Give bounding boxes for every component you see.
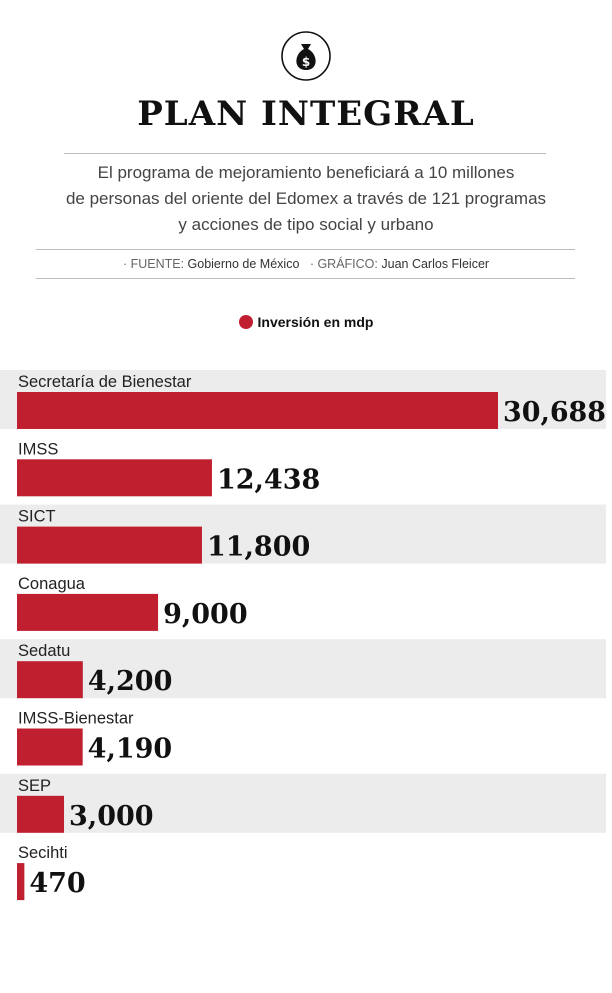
data-label: 12,438 bbox=[217, 464, 320, 495]
category-label: SEP bbox=[18, 777, 51, 795]
svg-text:$: $ bbox=[302, 55, 310, 69]
bar bbox=[17, 863, 25, 901]
divider bbox=[36, 249, 575, 250]
description-line: y acciones de tipo social y urbano bbox=[178, 215, 434, 234]
category-label: Sedatu bbox=[18, 642, 70, 660]
chart-legend: Inversión en mdp bbox=[0, 314, 612, 330]
divider bbox=[64, 153, 546, 154]
data-label: 30,688 bbox=[503, 397, 606, 428]
row-band bbox=[0, 639, 606, 699]
legend-label: Inversión en mdp bbox=[257, 314, 374, 330]
data-label: 3,000 bbox=[69, 801, 154, 832]
legend-swatch bbox=[238, 315, 253, 329]
page-title: PLAN INTEGRAL bbox=[137, 94, 475, 134]
bar bbox=[17, 459, 212, 497]
category-label: Secretaría de Bienestar bbox=[18, 373, 192, 391]
money-bag-icon: $ bbox=[281, 31, 331, 81]
graphic-label: · GRÁFICO: bbox=[309, 257, 378, 271]
data-label: 9,000 bbox=[163, 599, 248, 630]
category-label: IMSS bbox=[18, 440, 58, 458]
category-label: Conagua bbox=[18, 575, 86, 593]
row-band bbox=[0, 841, 606, 901]
divider bbox=[36, 278, 575, 279]
bar bbox=[17, 661, 83, 699]
data-label: 4,190 bbox=[88, 734, 173, 765]
description-line: El programa de mejoramiento beneficiará … bbox=[97, 163, 515, 182]
credits: · FUENTE: Gobierno de México · GRÁFICO: … bbox=[0, 256, 612, 272]
data-label: 4,200 bbox=[88, 666, 173, 697]
row-band bbox=[0, 706, 606, 766]
bar bbox=[17, 392, 498, 429]
bar bbox=[17, 526, 202, 564]
row-band bbox=[0, 773, 606, 833]
bar bbox=[17, 795, 65, 833]
description: El programa de mejoramiento beneficiará … bbox=[20, 160, 592, 238]
data-label: 470 bbox=[29, 868, 85, 899]
category-label: Secihti bbox=[18, 844, 68, 862]
bar bbox=[17, 728, 83, 766]
data-label: 11,800 bbox=[207, 532, 310, 563]
source-label: · FUENTE: bbox=[122, 257, 185, 271]
description-line: de personas del oriente del Edomex a tra… bbox=[65, 189, 547, 208]
category-label: IMSS-Bienestar bbox=[18, 710, 134, 728]
bar bbox=[17, 593, 159, 631]
category-label: SICT bbox=[18, 508, 56, 526]
source-value: Gobierno de México bbox=[187, 257, 300, 271]
graphic-value: Juan Carlos Fleicer bbox=[381, 257, 490, 271]
